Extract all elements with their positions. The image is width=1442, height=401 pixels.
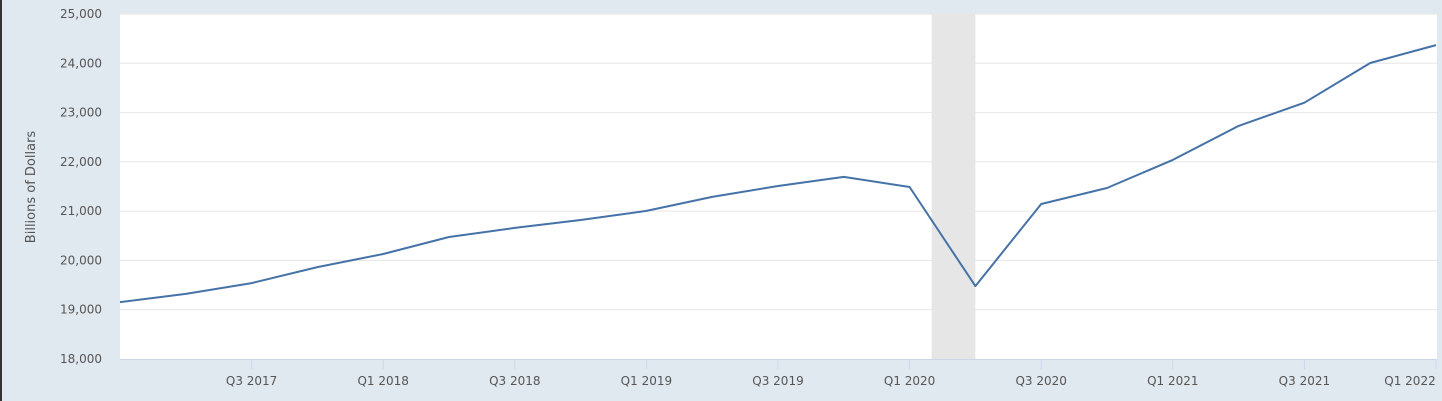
x-tick-label: Q3 2021 <box>1279 374 1330 388</box>
y-axis-title: Billions of Dollars <box>24 131 39 244</box>
x-tick-label: Q1 2021 <box>1147 374 1198 388</box>
y-tick-label: 22,000 <box>60 155 102 169</box>
x-tick-label: Q3 2017 <box>226 374 277 388</box>
x-tick-label: Q3 2018 <box>489 374 540 388</box>
x-tick-label: Q1 2020 <box>884 374 935 388</box>
y-tick-label: 20,000 <box>60 253 102 267</box>
x-tick-label: Q1 2022 <box>1384 374 1435 388</box>
recession-shading <box>931 14 976 359</box>
x-tick-label: Q1 2018 <box>357 374 408 388</box>
y-tick-label: 21,000 <box>60 204 102 218</box>
x-tick-label: Q1 2019 <box>621 374 672 388</box>
series-line <box>119 44 1437 304</box>
y-tick-label: 24,000 <box>60 56 102 70</box>
x-tick-label: Q3 2020 <box>1015 374 1066 388</box>
y-tick-label: 19,000 <box>60 303 102 317</box>
y-tick-label: 18,000 <box>60 352 102 366</box>
x-tick-label: Q3 2019 <box>752 374 803 388</box>
y-tick-label: 25,000 <box>60 7 102 21</box>
y-tick-label: 23,000 <box>60 106 102 120</box>
left-border <box>0 0 2 401</box>
